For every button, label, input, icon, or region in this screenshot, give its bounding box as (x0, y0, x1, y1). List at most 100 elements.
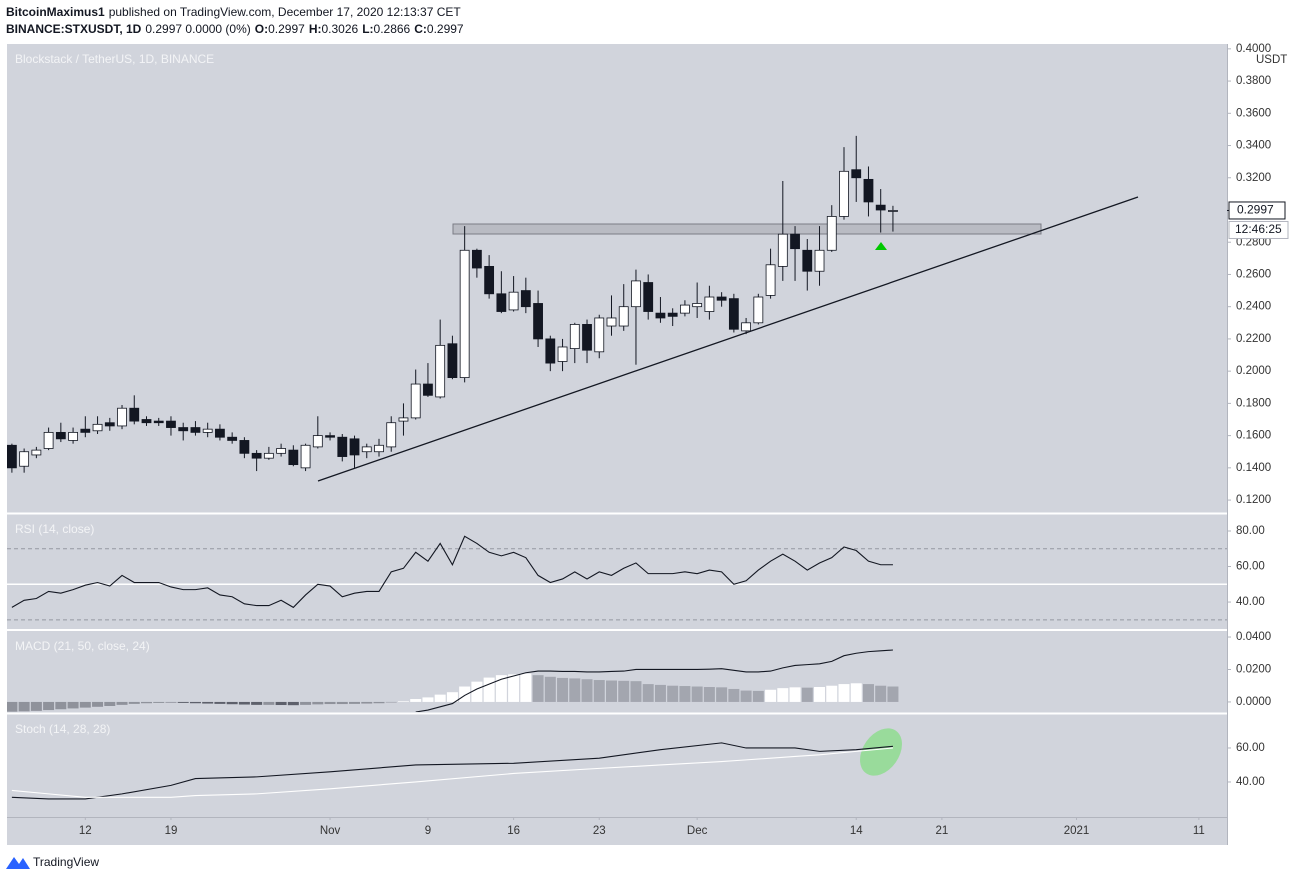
histogram-bar (471, 681, 483, 702)
ohlc-value: 0.3026 (322, 22, 359, 36)
candle-body (398, 417, 409, 422)
histogram-bar (826, 685, 838, 702)
histogram-bar (116, 701, 128, 705)
y-tick-label: 0.0200 (1236, 664, 1271, 676)
x-tick-label: 2021 (1064, 825, 1090, 837)
candle-body (569, 324, 580, 349)
header-line-2: BINANCE:STXUSDT, 1D 0.2997 0.0000 (0%) O:0… (6, 22, 464, 36)
histogram-bar (238, 701, 250, 705)
x-tick-label: Nov (320, 825, 341, 837)
candle-body (190, 427, 201, 433)
y-tick-label: 0.4000 (1236, 43, 1271, 55)
indicator-title: MACD (21, 50, close, 24) (15, 639, 150, 653)
y-tick-label: 0.2600 (1236, 268, 1271, 280)
published: published on TradingView.com, December 1… (109, 5, 462, 19)
y-tick-label: 0.3800 (1236, 75, 1271, 87)
y-tick-label: 0.1200 (1236, 494, 1271, 506)
histogram-bar (801, 687, 813, 702)
y-tick-label: 0.0400 (1236, 631, 1271, 643)
y-tick-label: 80.00 (1236, 525, 1265, 537)
candle-body (31, 449, 42, 456)
candle-body (704, 296, 715, 312)
candle-body (839, 170, 849, 217)
histogram-bar (850, 683, 862, 702)
histogram-bar (691, 686, 703, 702)
last-price-box (1228, 201, 1286, 220)
indicator-line (11, 742, 893, 800)
brand-logo (6, 857, 30, 869)
quote: 0.2997 0.0000 (0%) (145, 22, 250, 36)
candle-body (374, 444, 384, 453)
candle-body (643, 282, 654, 312)
candle-body (288, 449, 299, 466)
histogram-bar (716, 687, 728, 702)
histogram-bar (226, 701, 238, 705)
candle-body (459, 249, 470, 378)
x-tick-label: 23 (593, 825, 606, 837)
histogram-bar (459, 686, 471, 702)
highlight-ellipse (860, 728, 902, 776)
indicator-line (11, 747, 893, 798)
histogram-bar (287, 701, 299, 706)
candle-body (55, 431, 66, 440)
histogram-bar (752, 690, 764, 702)
candle-body (814, 249, 825, 272)
countdown-label: 12:46:25 (1235, 222, 1282, 236)
candle-body (557, 346, 568, 362)
x-tick-label: 21 (935, 825, 948, 837)
histogram-bar (165, 701, 177, 703)
candle-body (361, 446, 372, 453)
histogram-bar (275, 701, 287, 706)
price-unit: USDT (1256, 54, 1287, 66)
histogram-bar (483, 677, 495, 702)
histogram-bar (605, 680, 617, 702)
histogram-bar (397, 701, 409, 702)
candle-body (276, 448, 287, 454)
histogram-bar (336, 701, 348, 705)
indicator-title: Stoch (14, 28, 28) (15, 722, 110, 736)
candle-body (582, 324, 592, 351)
candle-body (410, 383, 421, 419)
y-tick-label: 60.00 (1236, 561, 1265, 573)
histogram-bar (177, 701, 189, 703)
candle-body (508, 291, 519, 311)
histogram-bar (300, 701, 312, 705)
candle-body (263, 452, 274, 459)
candle-body (631, 280, 641, 308)
resistance-zone (452, 223, 1042, 235)
candle-body (202, 428, 213, 433)
ohlc-value: 0.2866 (374, 22, 411, 36)
histogram-bar (862, 684, 874, 702)
histogram-bar (557, 677, 569, 702)
candle-body (117, 407, 127, 427)
candle-body (692, 303, 703, 308)
histogram-bar (104, 701, 116, 706)
indicator-line (11, 535, 893, 609)
candle-body (741, 322, 751, 332)
candle-body (19, 451, 30, 467)
histogram-bar (654, 684, 666, 702)
candle-body (680, 304, 690, 314)
histogram-bar (263, 701, 275, 705)
histogram-bar (508, 674, 520, 702)
author: BitcoinMaximus1 (6, 5, 105, 19)
histogram-bar (875, 685, 887, 702)
ohlc-label: H: (309, 22, 322, 36)
candle-body (790, 233, 800, 250)
histogram-bar (140, 701, 152, 704)
candle-body (667, 312, 678, 317)
histogram-bar (18, 701, 30, 712)
candle-body (92, 423, 103, 432)
histogram-bar (312, 701, 324, 705)
candle-body (68, 431, 78, 441)
header-line-1: BitcoinMaximus1 published on TradingView.… (6, 5, 461, 19)
candle-body (716, 296, 727, 301)
y-tick-label: 40.00 (1236, 596, 1265, 608)
histogram-bar (55, 701, 67, 710)
histogram-bar (887, 686, 899, 702)
histogram-bar (618, 680, 630, 702)
candle-body (863, 178, 874, 203)
countdown-box (1228, 220, 1289, 239)
chart-title: Blockstack / TetherUS, 1D, BINANCE (15, 52, 214, 66)
histogram-bar (202, 701, 214, 704)
